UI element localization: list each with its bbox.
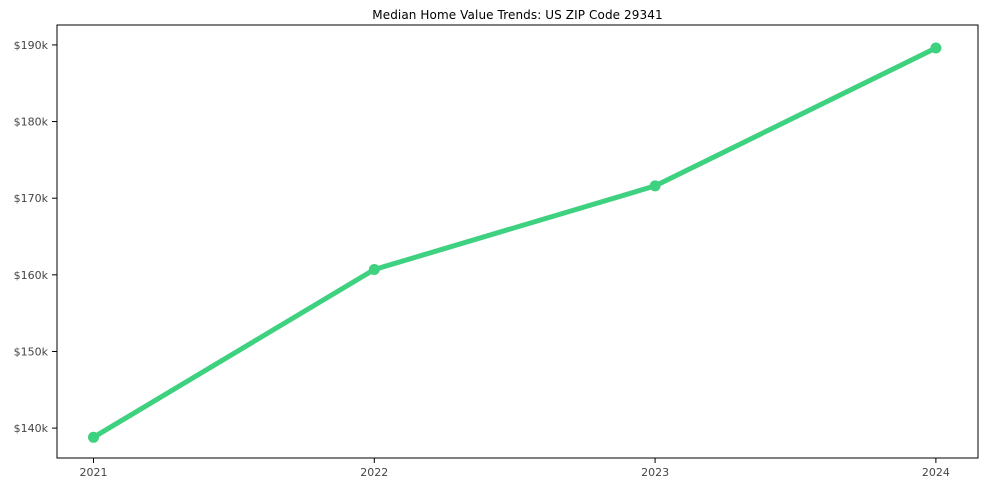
y-tick-label: $180k (14, 116, 49, 129)
y-tick-label: $150k (14, 345, 49, 358)
tick-labels-group: $140k $150k $160k $170k $180k $190k 2021 2022 20… (14, 39, 950, 479)
data-point-marker (930, 42, 942, 54)
x-tick-label: 2024 (922, 466, 950, 479)
data-point-marker (368, 264, 380, 275)
axes-frame (56, 24, 979, 459)
x-tick-label: 2021 (80, 466, 108, 479)
data-point-marker (649, 180, 661, 192)
data-line-group (88, 42, 942, 443)
x-tick-label: 2023 (641, 466, 669, 479)
x-tick-label: 2022 (360, 466, 388, 479)
y-tick-label: $190k (14, 39, 49, 52)
y-tick-label: $140k (14, 422, 49, 435)
data-point-marker (88, 431, 99, 443)
chart-title: Median Home Value Trends: US ZIP Code 29… (372, 8, 663, 22)
y-tick-label: $170k (14, 192, 49, 205)
tick-marks-group (52, 44, 937, 463)
median-home-value-line (91, 45, 939, 440)
axes-frame-group (56, 24, 979, 459)
y-tick-label: $160k (14, 269, 49, 282)
